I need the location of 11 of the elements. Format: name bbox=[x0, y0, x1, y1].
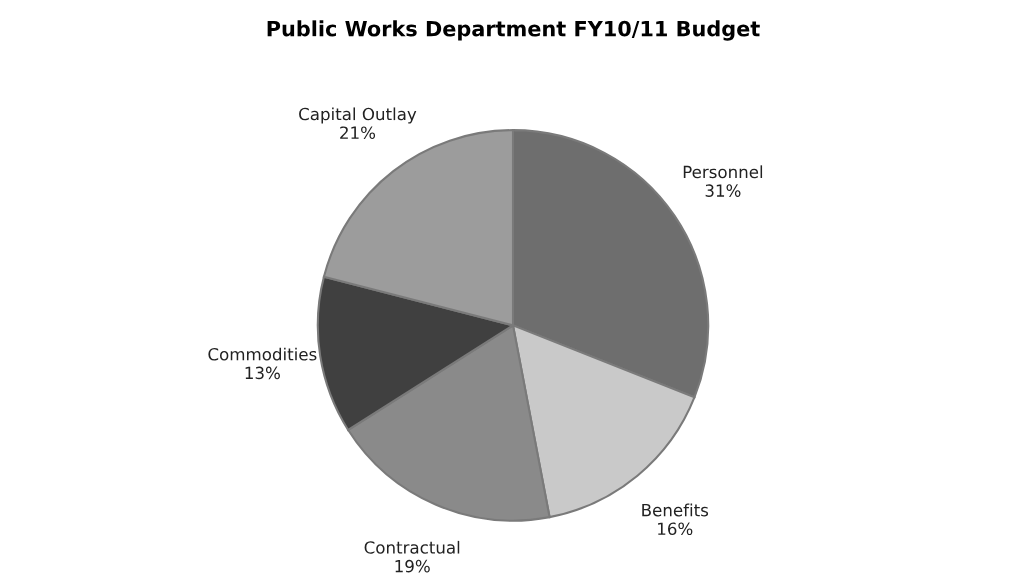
data-label: 21% bbox=[340, 126, 376, 139]
data-label: 31% bbox=[705, 184, 741, 197]
slice-label: Commodities bbox=[208, 347, 317, 361]
chart-title: Public Works Department FY10/11 Budget bbox=[267, 20, 760, 41]
slice-label: Capital Outlay bbox=[299, 107, 417, 124]
slice-label: Contractual bbox=[364, 540, 460, 554]
data-label: 16% bbox=[658, 522, 693, 536]
slice-label: Personnel bbox=[683, 165, 763, 179]
data-label: 19% bbox=[395, 559, 430, 573]
data-label: 13% bbox=[245, 366, 280, 380]
slice-label: Benefits bbox=[642, 503, 709, 517]
